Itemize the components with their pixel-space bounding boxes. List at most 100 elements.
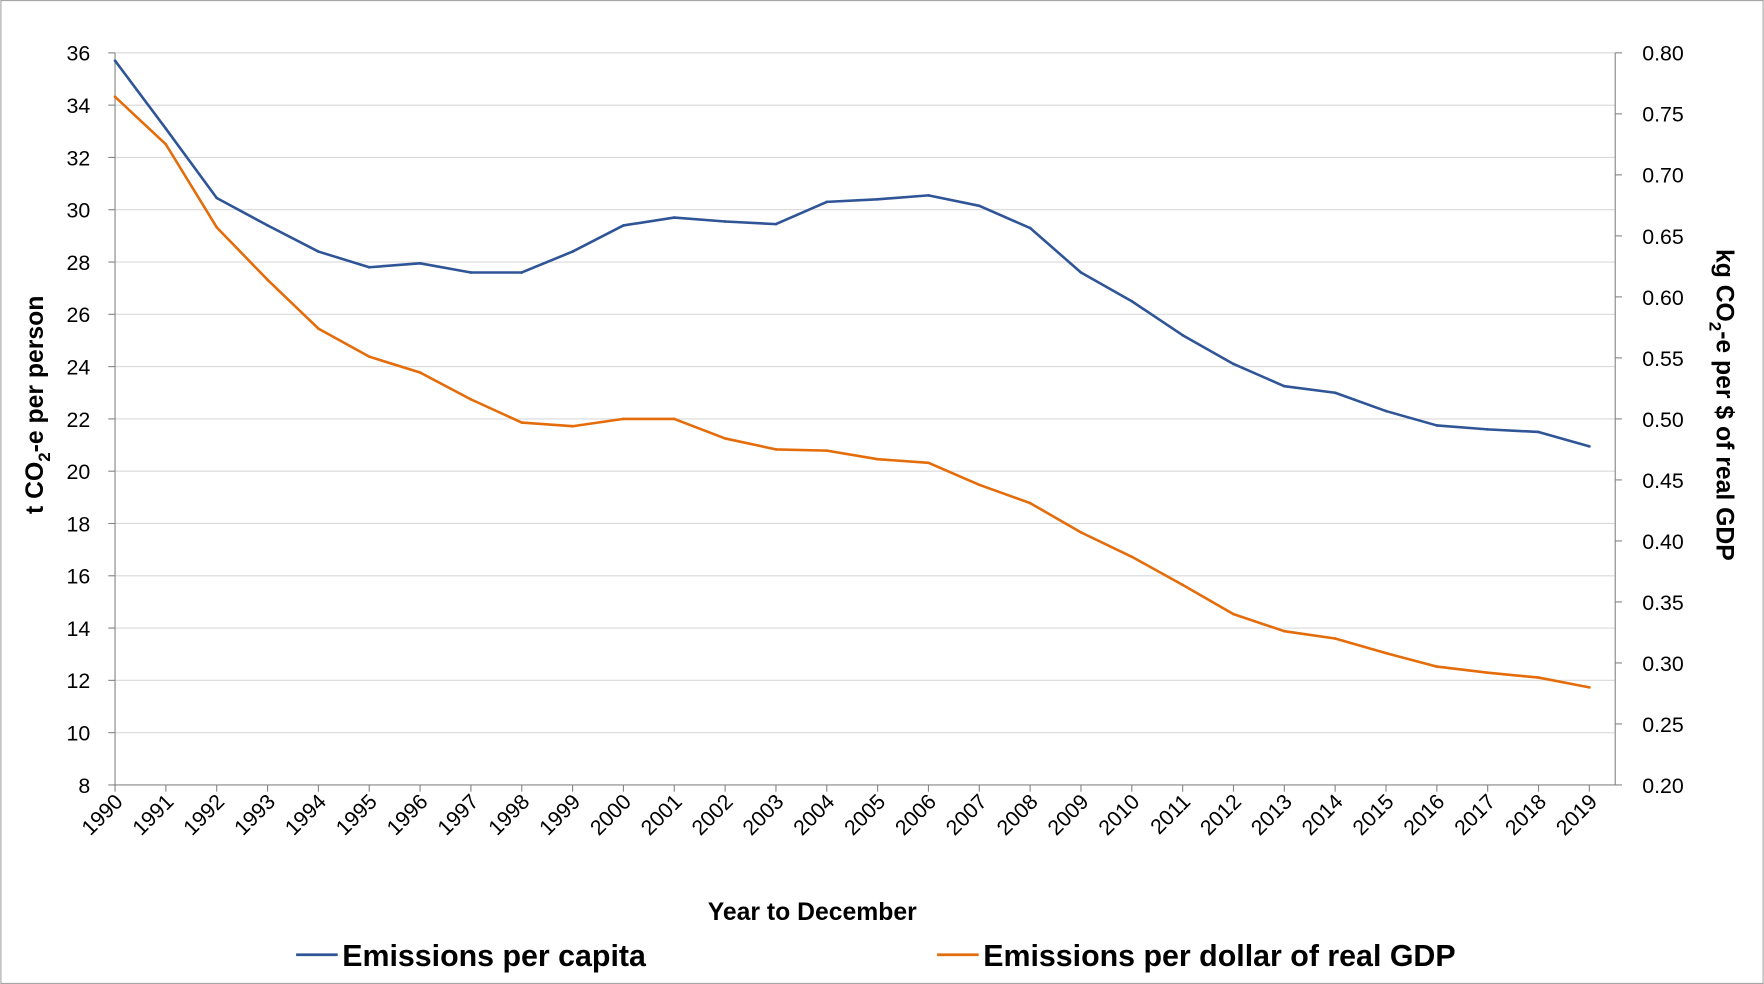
left-tick-label: 16 [67, 565, 91, 589]
data-point [672, 216, 676, 219]
right-tick-label: 0.35 [1642, 591, 1684, 615]
data-point [672, 417, 676, 421]
data-point [1232, 362, 1235, 366]
left-tick-label: 14 [67, 617, 91, 641]
data-point [774, 222, 778, 226]
data-point [1384, 651, 1388, 655]
data-point [266, 278, 269, 282]
axes [108, 52, 1622, 792]
data-point [774, 448, 778, 451]
data-point [367, 355, 371, 359]
data-point [1333, 391, 1337, 395]
data-point [1537, 430, 1540, 434]
data-point [418, 261, 422, 265]
data-point [469, 271, 473, 274]
series-lines [113, 59, 1591, 689]
data-point [1486, 428, 1490, 431]
data-point [876, 457, 879, 461]
data-point [927, 461, 930, 465]
series-line-per-capita [114, 59, 1590, 448]
data-point [1588, 685, 1591, 689]
y-axis-left-label: t CO2-e per person [22, 296, 54, 514]
right-tick-label: 0.80 [1642, 42, 1684, 66]
data-point [622, 417, 625, 421]
data-point [215, 225, 219, 229]
left-tick-label: 26 [67, 303, 91, 327]
x-axis-label: Year to December [708, 899, 917, 926]
data-point [164, 143, 168, 146]
data-point [723, 220, 727, 223]
data-point [1588, 445, 1591, 448]
right-tick-label: 0.45 [1642, 469, 1684, 493]
data-point [1537, 676, 1540, 679]
data-point [1028, 501, 1032, 505]
right-tick-label: 0.25 [1642, 713, 1684, 737]
data-point [927, 194, 930, 197]
data-point [571, 424, 574, 428]
right-tick-label: 0.65 [1642, 225, 1684, 249]
data-point [571, 250, 574, 253]
data-point [113, 59, 117, 63]
left-tick-label: 28 [67, 251, 91, 275]
left-axis-ticks: 8 10 12 14 16 18 20 22 24 26 28 30 32 34 36 [67, 42, 91, 798]
data-point [1435, 665, 1439, 668]
data-point [317, 327, 320, 330]
data-point [164, 127, 168, 131]
data-point [317, 250, 320, 253]
data-point [977, 483, 981, 487]
right-tick-label: 0.55 [1642, 347, 1684, 371]
data-point [622, 224, 625, 227]
data-point [1028, 226, 1032, 230]
left-tick-label: 24 [67, 355, 91, 379]
right-tick-label: 0.70 [1642, 164, 1684, 188]
data-point [520, 271, 524, 274]
right-tick-label: 0.40 [1642, 530, 1684, 554]
data-point [977, 204, 981, 208]
data-point [1130, 555, 1134, 559]
data-point [113, 95, 117, 99]
left-tick-label: 20 [67, 460, 91, 484]
right-tick-label: 0.75 [1642, 103, 1684, 127]
data-point [1130, 299, 1134, 303]
legend: Emissions per capita Emissions per dolla… [296, 940, 1456, 973]
data-point [1079, 271, 1083, 274]
left-tick-label: 36 [67, 42, 91, 66]
right-tick-label: 0.30 [1642, 652, 1684, 676]
data-point [1282, 384, 1286, 388]
left-tick-label: 30 [67, 199, 91, 223]
data-point [1486, 671, 1490, 675]
data-point [825, 200, 829, 204]
right-tick-label: 0.60 [1642, 286, 1684, 310]
left-tick-label: 32 [67, 146, 91, 170]
series-line-per-gdp [114, 95, 1590, 689]
data-point [469, 398, 473, 401]
left-tick-label: 8 [78, 774, 90, 798]
left-tick-label: 22 [67, 408, 91, 432]
data-point [1384, 409, 1388, 413]
legend-label-per-gdp: Emissions per dollar of real GDP [983, 940, 1455, 973]
data-point [418, 371, 422, 374]
data-point [1282, 629, 1286, 633]
right-tick-label: 0.20 [1642, 774, 1684, 798]
data-point [1333, 637, 1337, 640]
right-axis-ticks: 0.20 0.25 0.30 0.35 0.40 0.45 0.50 0.55 0.60 0.65… [1642, 42, 1684, 798]
data-point [1435, 424, 1439, 427]
data-point [1181, 333, 1184, 337]
left-tick-label: 12 [67, 669, 91, 693]
y-axis-right-label: kg CO2-e per $ of real GDP [1706, 249, 1738, 561]
right-tick-label: 0.50 [1642, 408, 1684, 432]
data-point [723, 437, 727, 440]
data-point [1232, 612, 1235, 616]
legend-label-per-capita: Emissions per capita [342, 940, 647, 973]
data-point [215, 196, 219, 200]
left-tick-label: 18 [67, 512, 91, 536]
data-point [825, 449, 829, 452]
data-point [876, 197, 879, 201]
gridlines [115, 52, 1616, 734]
data-point [1079, 531, 1083, 534]
left-tick-label: 34 [67, 94, 91, 118]
data-point [520, 421, 524, 424]
